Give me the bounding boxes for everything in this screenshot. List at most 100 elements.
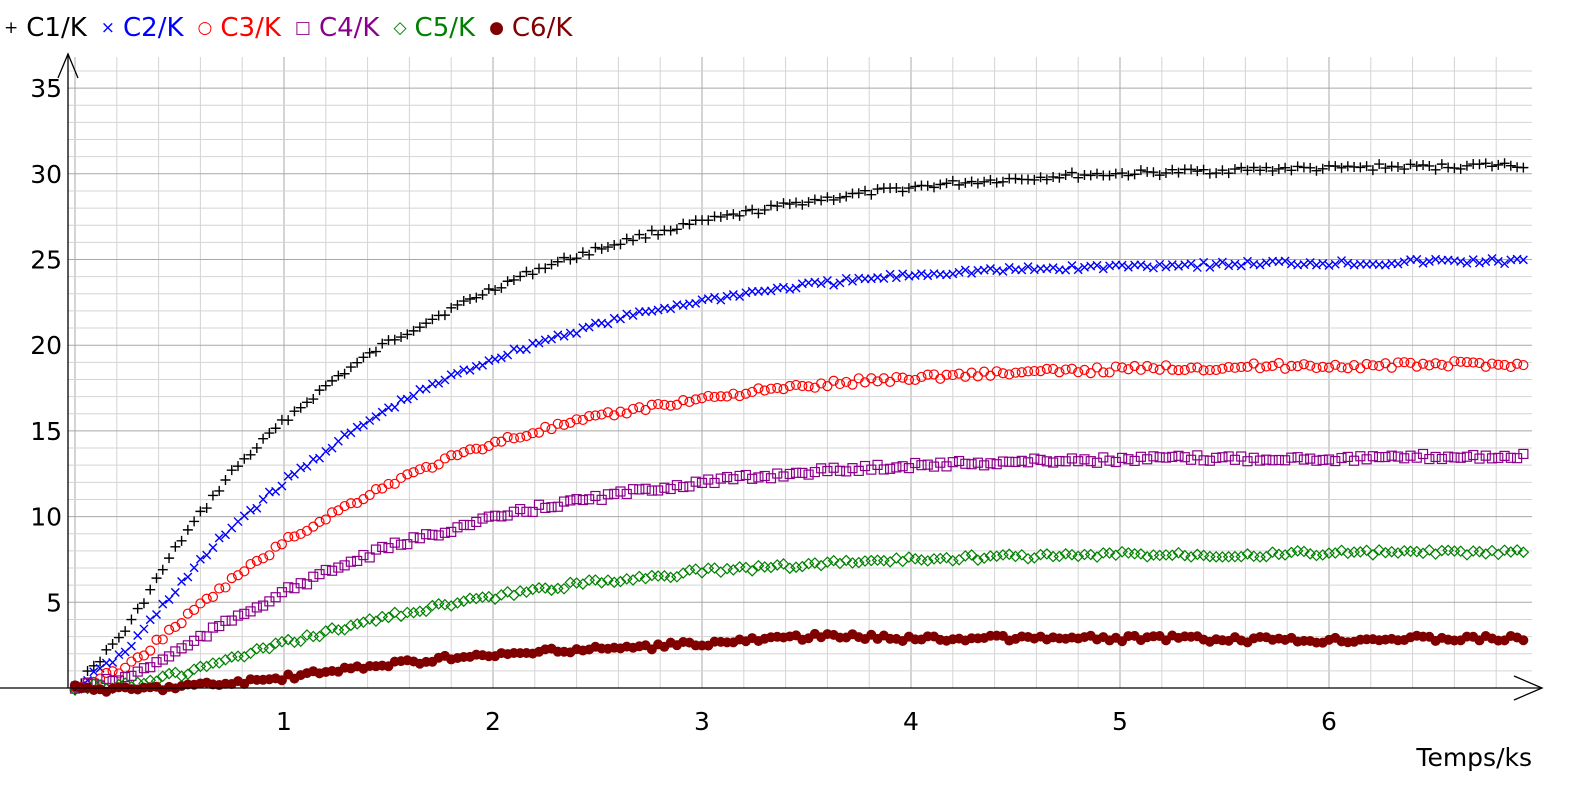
data-point xyxy=(1355,162,1366,173)
data-point xyxy=(747,204,758,215)
data-point xyxy=(715,473,726,484)
data-point xyxy=(797,199,808,210)
data-point xyxy=(515,432,526,443)
data-point xyxy=(571,414,582,425)
data-point xyxy=(1261,454,1272,465)
data-point xyxy=(967,268,977,278)
data-point xyxy=(921,555,934,567)
data-point xyxy=(559,331,569,341)
data-point xyxy=(747,473,758,484)
data-point xyxy=(1004,262,1014,272)
data-point xyxy=(345,556,356,567)
data-point xyxy=(1280,455,1291,466)
data-point xyxy=(483,511,494,522)
data-point xyxy=(433,530,444,541)
data-point xyxy=(1072,550,1085,563)
data-point xyxy=(1311,455,1322,466)
x-tick-label: 6 xyxy=(1321,707,1337,736)
data-point xyxy=(225,651,238,663)
data-point xyxy=(634,484,645,495)
data-point xyxy=(207,622,219,633)
data-point xyxy=(1361,454,1372,465)
data-point xyxy=(1443,361,1454,372)
x-tick-label: 2 xyxy=(485,707,501,736)
data-point xyxy=(1468,357,1479,368)
data-point xyxy=(1412,254,1422,264)
data-point xyxy=(258,433,269,444)
data-point xyxy=(683,564,696,576)
data-point xyxy=(1211,364,1222,376)
data-point xyxy=(840,554,853,567)
data-point xyxy=(120,626,131,637)
data-point xyxy=(860,185,871,196)
data-point xyxy=(910,374,921,386)
data-point xyxy=(421,384,431,394)
series-c1-k xyxy=(70,158,1529,696)
data-point xyxy=(1061,265,1071,275)
data-point xyxy=(1335,544,1348,557)
data-point xyxy=(546,502,557,513)
data-point xyxy=(959,550,972,562)
data-point xyxy=(1504,546,1517,558)
data-point xyxy=(382,611,395,624)
data-point xyxy=(364,552,375,563)
data-point xyxy=(928,182,939,193)
data-point xyxy=(985,175,996,186)
x-tick-label: 1 xyxy=(276,707,292,736)
data-point xyxy=(1342,161,1353,172)
data-point xyxy=(828,375,839,386)
data-point xyxy=(1248,162,1259,173)
data-point xyxy=(251,555,262,566)
data-point xyxy=(283,415,294,426)
legend-item: ● C6/K xyxy=(489,13,572,43)
data-point xyxy=(370,484,382,495)
data-point xyxy=(1386,362,1397,373)
data-point xyxy=(923,271,933,281)
data-point xyxy=(634,402,645,413)
data-point xyxy=(533,427,545,438)
legend-label: C4/K xyxy=(318,13,380,43)
data-point xyxy=(214,620,225,632)
data-point xyxy=(269,637,282,650)
data-point xyxy=(465,294,476,305)
data-point xyxy=(282,633,295,646)
data-point xyxy=(434,378,444,388)
data-point xyxy=(177,576,187,586)
data-point xyxy=(684,219,695,230)
data-point xyxy=(1505,452,1516,463)
data-point xyxy=(1198,164,1209,175)
data-point xyxy=(138,650,150,661)
data-point xyxy=(960,177,971,188)
data-point xyxy=(220,615,231,626)
data-point xyxy=(533,499,545,510)
data-point xyxy=(226,573,237,584)
data-point xyxy=(797,467,808,479)
data-point xyxy=(527,428,538,439)
data-point xyxy=(270,423,281,434)
data-point xyxy=(1361,358,1372,370)
data-point xyxy=(1041,456,1052,467)
data-point xyxy=(1029,453,1040,464)
data-point xyxy=(972,371,983,382)
data-point xyxy=(759,385,770,396)
data-point xyxy=(340,430,350,440)
data-point xyxy=(728,209,739,220)
data-point xyxy=(1486,544,1498,557)
data-point xyxy=(308,394,319,405)
data-point xyxy=(1348,359,1360,371)
data-point xyxy=(772,201,783,212)
data-point xyxy=(879,274,889,284)
data-point xyxy=(790,467,802,478)
data-point xyxy=(264,550,275,561)
data-point xyxy=(1160,167,1171,178)
data-point xyxy=(910,271,920,281)
data-point xyxy=(1411,361,1422,372)
data-point xyxy=(740,205,751,216)
y-tick-label: 35 xyxy=(30,74,62,103)
data-point xyxy=(1167,364,1178,375)
data-point xyxy=(834,465,846,476)
data-point xyxy=(1242,165,1253,176)
data-point xyxy=(1261,361,1272,372)
data-point xyxy=(126,656,137,667)
data-point xyxy=(527,506,538,518)
